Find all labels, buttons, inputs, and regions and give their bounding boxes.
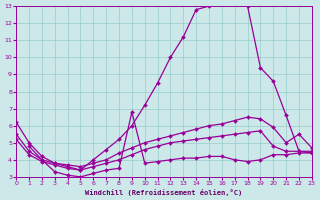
X-axis label: Windchill (Refroidissement éolien,°C): Windchill (Refroidissement éolien,°C) (85, 189, 243, 196)
